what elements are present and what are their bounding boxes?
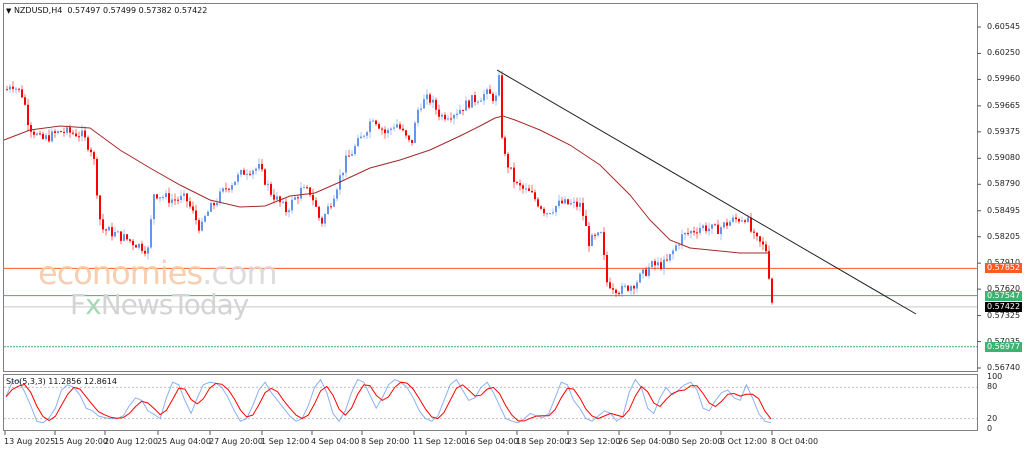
price-tick-label: 0.57620 xyxy=(987,284,1021,294)
time-tick-label: 23 Sep 12:00 xyxy=(567,437,621,446)
price-tick-label: 0.57910 xyxy=(987,258,1020,267)
watermark-newstoday: NewsToday xyxy=(100,288,250,321)
symbol-timeframe: NZDUSD,H4 xyxy=(13,6,63,15)
watermark-economies: economies.com xyxy=(38,254,278,292)
time-tick-label: 18 Sep 20:00 xyxy=(516,437,570,446)
price-tag: 0.56977 xyxy=(985,341,1023,352)
stochastic-level-label: 0 xyxy=(987,424,993,433)
time-tick-label: 26 Sep 04:00 xyxy=(618,437,672,446)
price-tick-label: 0.58790 xyxy=(987,179,1021,189)
price-tag: 0.57852 xyxy=(985,263,1023,274)
time-tick-label: 20 Aug 12:00 xyxy=(104,437,158,446)
price-tick-label: 0.58495 xyxy=(987,205,1021,215)
moving-average-line xyxy=(3,115,770,254)
time-tick-label: 15 Aug 20:00 xyxy=(54,437,108,446)
price-tick-label: 0.59665 xyxy=(987,100,1021,110)
price-tick-label: 0.60250 xyxy=(987,48,1021,58)
watermark-fxnewstoday: FxNewsToday xyxy=(70,288,250,321)
time-tick-label: 1 Sep 12:00 xyxy=(261,437,310,446)
price-tick-label: 0.60545 xyxy=(987,22,1021,31)
price-chart-panel[interactable] xyxy=(3,3,978,372)
stochastic-level-label: 20 xyxy=(987,413,998,423)
time-tick-label: 3 Oct 12:00 xyxy=(720,437,768,446)
downtrend-line xyxy=(496,69,917,315)
price-tag: 0.57422 xyxy=(985,301,1023,312)
time-tick-label: 16 Sep 04:00 xyxy=(465,437,519,446)
price-tick-label: 0.59375 xyxy=(987,126,1021,136)
time-tick-label: 8 Sep 20:00 xyxy=(361,437,410,446)
watermark-tld: .com xyxy=(202,254,278,292)
candlesticks xyxy=(6,69,773,305)
watermark-text: economies xyxy=(38,254,203,292)
price-tick-label: 0.59960 xyxy=(987,74,1021,84)
time-tick-label: 27 Aug 20:00 xyxy=(209,437,263,446)
time-tick-label: 13 Aug 2025 xyxy=(4,437,56,446)
symbol-header: ▼ NZDUSD,H4 0.57497 0.57499 0.57382 0.57… xyxy=(6,6,207,15)
time-tick-label: 4 Sep 04:00 xyxy=(311,437,360,446)
time-tick-label: 11 Sep 12:00 xyxy=(413,437,467,446)
ohlc-values: 0.57497 0.57499 0.57382 0.57422 xyxy=(67,6,208,15)
stochastic-main-line xyxy=(5,378,772,424)
price-tick-label: 0.56740 xyxy=(987,363,1021,372)
stochastic-signal-line xyxy=(5,381,772,422)
time-tick-label: 30 Sep 20:00 xyxy=(669,437,723,446)
stochastic-level-label: 100 xyxy=(987,372,1003,381)
price-tick-label: 0.59080 xyxy=(987,153,1021,163)
watermark-f: F xyxy=(70,288,86,321)
watermark-x: x xyxy=(85,288,102,321)
stochastic-level-label: 80 xyxy=(987,382,998,392)
price-tick-label: 0.57035 xyxy=(987,337,1020,346)
dropdown-triangle-icon[interactable]: ▼ xyxy=(6,7,12,15)
stochastic-label: Sto(5,3,3) 11.2856 12.8614 xyxy=(6,377,117,386)
time-tick-label: 8 Oct 04:00 xyxy=(771,437,819,446)
price-tag: 0.57547 xyxy=(985,290,1023,301)
time-tick-label: 25 Aug 04:00 xyxy=(157,437,211,446)
price-tick-label: 0.57325 xyxy=(987,310,1021,320)
price-tick-label: 0.58205 xyxy=(987,231,1021,241)
